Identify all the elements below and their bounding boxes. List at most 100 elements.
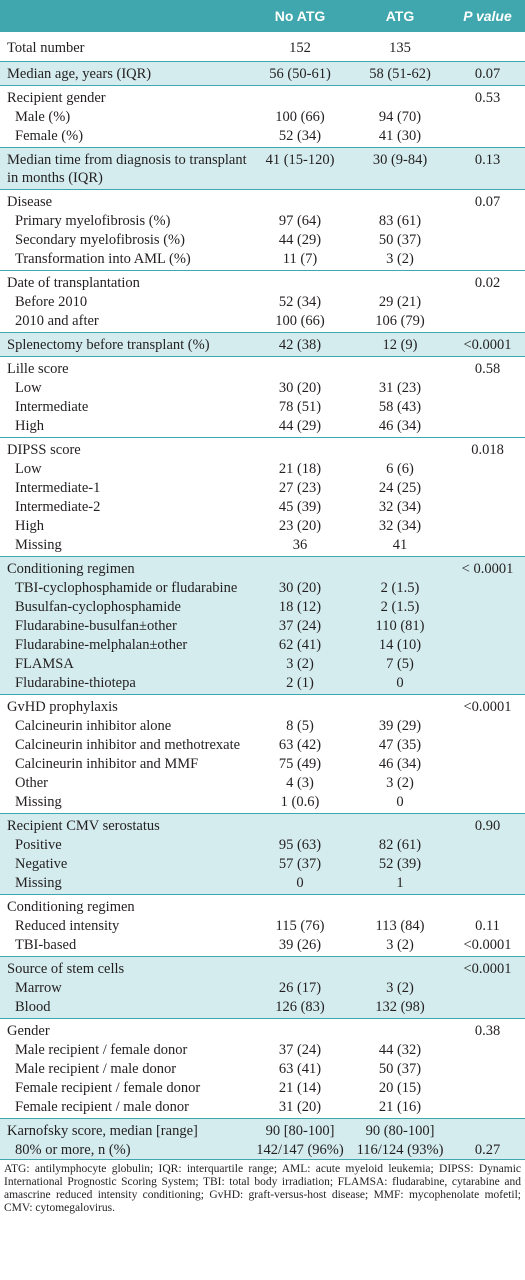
row-label: Female (%) <box>15 128 84 144</box>
atg-value: 32 (34) <box>378 499 422 515</box>
p-value: 0.27 <box>450 1140 525 1160</box>
p-value <box>450 635 525 654</box>
p-value <box>450 126 525 148</box>
table-row: Female recipient / female donor 21 (14) 20… <box>0 1078 525 1097</box>
row-label: Recipient gender <box>0 85 250 107</box>
atg-value: 106 (79) <box>375 313 425 329</box>
row-label: Busulfan-cyclophosphamide <box>0 597 250 616</box>
atg-value <box>350 356 450 378</box>
p-value <box>450 32 525 62</box>
no-atg-value: 44 (29) <box>278 232 322 248</box>
p-value: 0.13 <box>450 147 525 190</box>
atg-value: 39 (29) <box>378 718 422 734</box>
p-value <box>450 654 525 673</box>
atg-value <box>350 813 450 835</box>
table-row: Fludarabine-busulfan±other 37 (24) 110 (81… <box>0 616 525 635</box>
header-no-atg: No ATG <box>250 0 350 32</box>
header-p-value: P value <box>450 0 525 32</box>
no-atg-value: 52 (34) <box>278 128 322 144</box>
table-row: Transformation into AML (%) 11 (7) 3 (2) <box>0 249 525 271</box>
p-value <box>450 249 525 271</box>
table-row: Calcineurin inhibitor alone 8 (5) 39 (29) <box>0 716 525 735</box>
no-atg-value: 37 (24) <box>278 1042 322 1058</box>
p-value <box>450 497 525 516</box>
no-atg-value <box>250 894 350 916</box>
table-row: Female (%) 52 (34) 41 (30) <box>0 126 525 148</box>
table-row: TBI-based 39 (26) 3 (2) <0.0001 <box>0 935 525 957</box>
no-atg-value: 100 (66) <box>275 109 325 125</box>
row-label: Gender <box>0 1018 250 1040</box>
row-label: 2010 and after <box>15 313 99 329</box>
p-value: 0.11 <box>475 918 500 934</box>
no-atg-value: 4 (3) <box>286 775 314 791</box>
p-value <box>450 292 525 311</box>
p-value: <0.0001 <box>450 956 525 978</box>
no-atg-value: 142/147 (96%) <box>250 1140 350 1160</box>
atg-value: 31 (23) <box>378 380 422 396</box>
no-atg-value: 75 (49) <box>278 756 322 772</box>
p-value: <0.0001 <box>450 332 525 357</box>
atg-value: 32 (34) <box>378 518 422 534</box>
atg-value: 50 (37) <box>378 1061 422 1077</box>
p-value <box>450 397 525 416</box>
p-value <box>450 230 525 249</box>
no-atg-value: 95 (63) <box>250 835 350 854</box>
p-value <box>450 773 525 792</box>
table-row: Male (%) 100 (66) 94 (70) <box>0 107 525 126</box>
row-label: High <box>15 518 44 534</box>
no-atg-value: 1 (0.6) <box>280 794 320 810</box>
no-atg-value: 39 (26) <box>278 937 322 953</box>
table-row: Positive 95 (63) 82 (61) <box>0 835 525 854</box>
no-atg-value: 126 (83) <box>250 997 350 1019</box>
no-atg-value: 63 (42) <box>278 737 322 753</box>
table-footnote: ATG: antilymphocyte globulin; IQR: inter… <box>4 1163 521 1214</box>
no-atg-value: 0 <box>250 873 350 895</box>
atg-value: 110 (81) <box>350 616 450 635</box>
row-label: Median age, years (IQR) <box>0 61 250 86</box>
atg-value: 41 <box>392 537 408 553</box>
atg-value: 3 (2) <box>386 251 414 267</box>
row-label: Missing <box>15 537 62 553</box>
no-atg-value <box>250 189 350 211</box>
header-atg: ATG <box>350 0 450 32</box>
row-label: Marrow <box>0 978 250 997</box>
p-value <box>450 716 525 735</box>
p-value <box>450 1059 525 1078</box>
atg-value: 90 (80-100] <box>350 1118 450 1140</box>
atg-value: 3 (2) <box>350 978 450 997</box>
no-atg-value <box>250 694 350 716</box>
row-label: Source of stem cells <box>0 956 250 978</box>
p-value <box>450 1078 525 1097</box>
no-atg-value: 57 (37) <box>250 854 350 873</box>
atg-value: 83 (61) <box>378 213 422 229</box>
no-atg-value <box>250 956 350 978</box>
no-atg-value: 26 (17) <box>250 978 350 997</box>
p-value: < 0.0001 <box>450 556 525 578</box>
table-row: Karnofsky score, median [range] 90 [80-10… <box>0 1118 525 1140</box>
no-atg-value <box>250 437 350 459</box>
atg-value: 50 (37) <box>378 232 422 248</box>
p-value: 0.58 <box>450 356 525 378</box>
atg-value <box>350 894 450 916</box>
row-label: Before 2010 <box>15 294 88 310</box>
no-atg-value: 115 (76) <box>275 918 325 934</box>
p-value <box>450 516 525 535</box>
row-label: Fludarabine-busulfan±other <box>0 616 250 635</box>
table-row: 80% or more, n (%) 142/147 (96%) 116/124 (… <box>0 1140 525 1160</box>
table-row: Marrow 26 (17) 3 (2) <box>0 978 525 997</box>
table-row: DIPSS score 0.018 <box>0 437 525 459</box>
no-atg-value: 52 (34) <box>278 294 322 310</box>
p-value <box>450 1097 525 1119</box>
no-atg-value: 21 (14) <box>278 1080 322 1096</box>
atg-value: 82 (61) <box>350 835 450 854</box>
table-row: Median time from diagnosis to transplant… <box>0 147 525 190</box>
atg-value: 21 (16) <box>378 1099 422 1115</box>
table-row: FLAMSA 3 (2) 7 (5) <box>0 654 525 673</box>
p-value: 0.38 <box>450 1018 525 1040</box>
table-row: Missing 36 41 <box>0 535 525 557</box>
p-value <box>450 1118 525 1140</box>
header-label <box>0 0 250 32</box>
row-label: Karnofsky score, median [range] <box>0 1118 250 1140</box>
p-value <box>450 854 525 873</box>
p-value <box>450 459 525 478</box>
